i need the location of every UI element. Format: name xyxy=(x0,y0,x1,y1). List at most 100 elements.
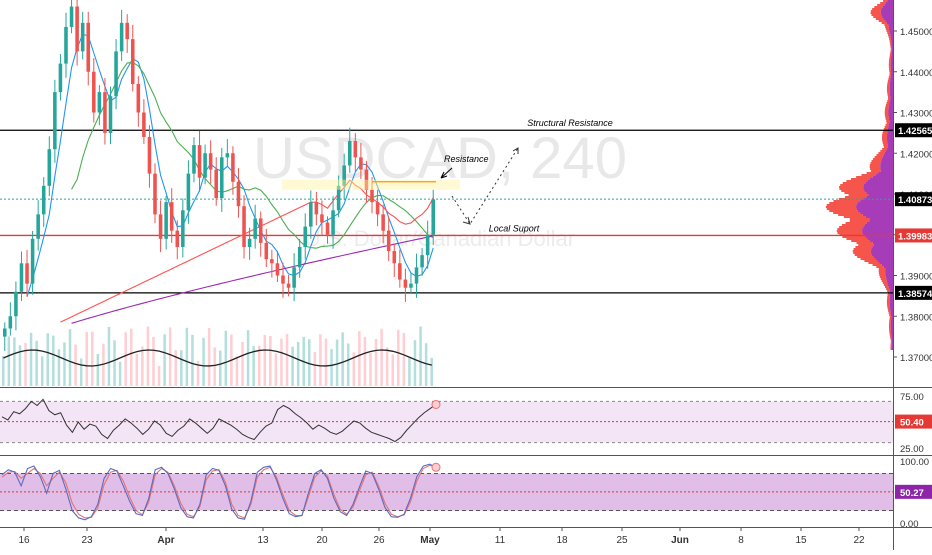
volume-bar xyxy=(57,349,61,386)
time-tick-label: 22 xyxy=(853,535,865,546)
volume-bar xyxy=(397,329,400,386)
time-tick-label: 11 xyxy=(495,535,506,546)
volume-bar xyxy=(319,334,322,386)
volume-profile-down xyxy=(872,264,882,266)
volume-bar xyxy=(341,332,344,386)
volume-profile-up xyxy=(860,212,893,214)
volume-profile-down xyxy=(826,204,857,206)
price-label-box[interactable] xyxy=(895,285,932,300)
volume-bar xyxy=(2,356,5,386)
volume-profile-up xyxy=(890,324,893,326)
volume-profile-up xyxy=(891,316,893,318)
volume-profile-down xyxy=(889,54,892,56)
volume-bar xyxy=(324,338,328,386)
horizontal-levels[interactable]: Structural Resistance Local Suport xyxy=(0,118,893,294)
candle-up xyxy=(203,153,207,178)
volume-profile-up xyxy=(890,294,893,296)
price-label-box[interactable] xyxy=(895,123,932,138)
stoch-tick-label: 100.00 xyxy=(900,457,929,468)
candle-up xyxy=(420,255,424,268)
volume-profile-down xyxy=(884,110,889,112)
volume-profile-down xyxy=(888,62,891,64)
volume-profile-up xyxy=(868,194,893,196)
price-tick-label: 1.39000 xyxy=(900,272,932,283)
candle-down xyxy=(197,145,202,178)
volume-profile-down xyxy=(887,296,890,298)
volume-profile-up xyxy=(863,184,893,186)
volume-bar xyxy=(385,347,389,386)
volume-profile-down xyxy=(879,276,886,278)
volume-profile-down xyxy=(890,340,892,342)
candlestick-series xyxy=(3,0,435,351)
volume-profile-up xyxy=(885,20,893,22)
ma-long-line xyxy=(71,235,434,324)
candle-down xyxy=(258,218,263,243)
volume-profile-up xyxy=(887,128,893,130)
volume-bar xyxy=(280,338,283,386)
candle-down xyxy=(359,157,363,170)
volume-profile-up xyxy=(888,284,893,286)
time-tick-label: 18 xyxy=(556,535,568,546)
volume-bar xyxy=(141,346,144,386)
volume-profile-up xyxy=(865,182,893,184)
volume-profile-down xyxy=(890,46,892,48)
candle-down xyxy=(75,6,79,52)
candle-down xyxy=(136,83,141,113)
volume-profile-up xyxy=(889,32,893,34)
volume-profile-up xyxy=(889,306,893,308)
volume-profile-down xyxy=(829,202,858,204)
volume-profile-up xyxy=(890,310,893,312)
resistance-zone[interactable] xyxy=(282,179,460,190)
volume-profile-down xyxy=(873,16,883,18)
volume-profile-up xyxy=(890,320,893,322)
candle-down xyxy=(236,181,241,207)
volume-profile-up xyxy=(883,154,893,156)
projection-path[interactable] xyxy=(451,147,519,225)
time-axis[interactable]: 16 23 Apr 13 20 26 May 11 18 25 Jun 8 15 22 xyxy=(18,527,865,546)
volume-profile-down xyxy=(890,342,892,344)
volume-profile-down xyxy=(881,22,887,24)
rsi-value-box[interactable] xyxy=(895,414,932,429)
volume-bar xyxy=(408,357,411,386)
price-label-box[interactable] xyxy=(895,228,932,243)
volume-profile-down xyxy=(881,280,887,282)
volume-bar xyxy=(430,357,433,386)
volume-bar xyxy=(296,341,300,386)
candle-down xyxy=(130,39,135,84)
volume-profile-up xyxy=(862,230,893,232)
price-label-box[interactable] xyxy=(895,192,932,207)
drawings[interactable]: Resistance xyxy=(282,147,519,225)
volume-profile-down xyxy=(888,324,891,326)
volume-profile-down xyxy=(888,326,891,328)
volume-bar xyxy=(313,351,317,386)
volume-profile-up xyxy=(885,270,893,272)
volume-profile-down xyxy=(879,274,886,276)
candle-down xyxy=(142,112,146,137)
volume-profile-down xyxy=(883,0,888,2)
volume-bar xyxy=(330,349,333,386)
price-axis[interactable]: 1.450001.440001.430001.420001.410001.400… xyxy=(893,27,932,364)
volume-profile-up xyxy=(891,318,893,320)
volume-profile-down xyxy=(844,192,867,194)
volume-profile-up xyxy=(870,250,893,252)
volume-profile-down xyxy=(889,60,891,62)
candle-down xyxy=(264,242,269,260)
volume-profile-up xyxy=(880,168,893,170)
volume-profile-up xyxy=(887,282,893,284)
volume-bar xyxy=(219,350,222,386)
candle-down xyxy=(375,202,380,215)
volume-profile-down xyxy=(884,126,889,128)
volume-profile-up xyxy=(886,22,893,24)
volume-profile-up xyxy=(880,164,893,166)
stoch-value-box[interactable] xyxy=(895,484,932,499)
volume-profile-up xyxy=(863,188,893,190)
volume-profile-down xyxy=(887,298,890,300)
volume-profile-up xyxy=(882,156,893,158)
volume-profile-down xyxy=(886,86,890,88)
volume-profile-down xyxy=(890,344,892,346)
volume-profile-up xyxy=(885,268,893,270)
volume-profile-up xyxy=(890,78,893,80)
rsi-tick-label: 25.00 xyxy=(900,444,924,455)
